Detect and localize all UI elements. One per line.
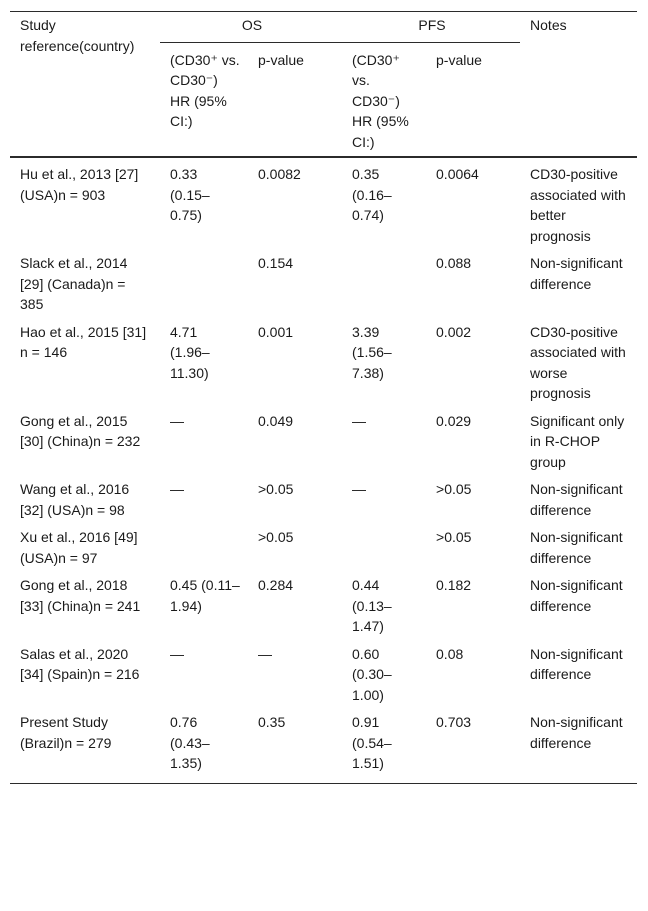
cell-os-pvalue: 0.001 xyxy=(258,323,294,340)
table-row: Gong et al., 2018 [33] (China)n = 241 0.… xyxy=(10,572,637,641)
cell-pfs-hr xyxy=(342,250,426,319)
cell-os-hr: 4.71 (1.96–11.30) xyxy=(170,323,210,381)
cell-notes: CD30-positive associated with worse prog… xyxy=(530,323,626,402)
cell-os-pvalue: 0.35 xyxy=(248,709,343,784)
cell-study: Slack et al., 2014 [29] (Canada)n = 385 xyxy=(20,255,128,312)
cell-pfs-hr: 3.39 (1.56–7.38) xyxy=(352,323,392,381)
table-row: Slack et al., 2014 [29] (Canada)n = 385 … xyxy=(10,250,637,319)
table-row: Hao et al., 2015 [31] n = 146 4.71 (1.96… xyxy=(10,319,637,408)
cell-notes: Non-significant difference xyxy=(530,645,623,683)
cell-pfs-pvalue: 0.08 xyxy=(436,645,464,662)
header-notes: Notes xyxy=(520,11,638,158)
cell-notes: Significant only in R-CHOP group xyxy=(530,412,625,470)
table-row: Wang et al., 2016 [32] (USA)n = 98 — >0.… xyxy=(10,476,637,524)
cell-os-pvalue: 0.154 xyxy=(258,255,294,271)
cell-os-hr: — xyxy=(170,645,184,662)
cell-os-hr: — xyxy=(170,481,184,497)
table-header: Study reference(country) OS PFS Notes (C… xyxy=(10,11,638,158)
cell-os-hr: — xyxy=(170,412,184,429)
cell-study: Present Study (Brazil)n = 279 xyxy=(10,709,160,784)
cell-notes: Non-significant difference xyxy=(530,529,623,566)
cell-os-pvalue: >0.05 xyxy=(258,481,294,497)
cell-os-pvalue: 0.049 xyxy=(258,412,294,429)
cell-study: Xu et al., 2016 [49] (USA)n = 97 xyxy=(20,529,138,566)
cell-pfs-pvalue: >0.05 xyxy=(436,529,472,545)
cell-pfs-pvalue: >0.05 xyxy=(436,481,472,497)
header-study: Study reference(country) xyxy=(10,11,160,158)
cell-os-hr: 0.76 (0.43–1.35) xyxy=(160,709,248,784)
cell-os-pvalue: — xyxy=(258,645,272,662)
cell-study: Wang et al., 2016 [32] (USA)n = 98 xyxy=(20,481,130,518)
table-row: Gong et al., 2015 [30] (China)n = 232 — … xyxy=(10,408,637,477)
cell-os-hr xyxy=(160,524,248,572)
table-row: Present Study (Brazil)n = 279 0.76 (0.43… xyxy=(10,709,638,784)
cell-study: Gong et al., 2015 [30] (China)n = 232 xyxy=(20,412,141,450)
cell-study: Hao et al., 2015 [31] n = 146 xyxy=(20,323,147,361)
study-table: Study reference(country) OS PFS Notes (C… xyxy=(10,11,638,784)
header-os: OS xyxy=(160,11,343,43)
table-body: Hu et al., 2013 [27] (USA)n = 903 0.33 (… xyxy=(10,157,638,784)
cell-notes: Non-significant difference xyxy=(530,255,623,292)
cell-pfs-pvalue: 0.088 xyxy=(436,255,472,271)
header-row-groups: Study reference(country) OS PFS Notes xyxy=(10,11,638,158)
cell-os-hr xyxy=(160,250,248,319)
table-row: Salas et al., 2020 [34] (Spain)n = 216 —… xyxy=(10,641,637,710)
header-os-hr: (CD30⁺ vs. CD30⁻) HR (95% CI:) xyxy=(160,42,248,158)
cell-pfs-pvalue: 0.002 xyxy=(436,323,472,340)
cell-notes: Non-significant difference xyxy=(530,577,623,614)
cell-notes: Non-significant difference xyxy=(520,709,638,784)
header-pfs: PFS xyxy=(342,11,521,43)
cell-pfs-hr: — xyxy=(352,412,367,429)
cell-pfs-hr: — xyxy=(352,481,367,497)
cell-study: Salas et al., 2020 [34] (Spain)n = 216 xyxy=(20,645,140,683)
cell-pfs-hr xyxy=(342,524,426,572)
cell-os-pvalue: 0.0082 xyxy=(258,166,301,182)
cell-pfs-hr: 0.35 (0.16–0.74) xyxy=(352,166,392,223)
cell-os-hr: 0.45 (0.11–1.94) xyxy=(170,577,240,614)
header-pfs-hr: (CD30⁺ vs. CD30⁻) HR (95% CI:) xyxy=(342,42,427,158)
table-row: Hu et al., 2013 [27] (USA)n = 903 0.33 (… xyxy=(10,157,637,250)
cell-pfs-hr: 0.60 (0.30–1.00) xyxy=(352,645,392,703)
cell-pfs-hr: 0.91 (0.54–1.51) xyxy=(342,709,427,784)
cell-os-hr: 0.33 (0.15–0.75) xyxy=(170,166,210,223)
header-os-pvalue: p-value xyxy=(248,42,343,158)
cell-notes: CD30-positive associated with better pro… xyxy=(530,166,626,244)
table-row: Xu et al., 2016 [49] (USA)n = 97 >0.05 >… xyxy=(10,524,637,572)
header-pfs-pvalue: p-value xyxy=(426,42,521,158)
cell-study: Hu et al., 2013 [27] (USA)n = 903 xyxy=(20,166,139,203)
cell-pfs-hr: 0.44 (0.13–1.47) xyxy=(352,577,392,634)
cell-os-pvalue: 0.284 xyxy=(258,577,294,593)
cell-pfs-pvalue: 0.703 xyxy=(426,709,521,784)
header-row-subcols: (CD30⁺ vs. CD30⁻) HR (95% CI:) p-value (… xyxy=(10,42,637,158)
cell-pfs-pvalue: 0.182 xyxy=(436,577,472,593)
cell-pfs-pvalue: 0.029 xyxy=(436,412,472,429)
cell-pfs-pvalue: 0.0064 xyxy=(436,166,479,182)
cell-study: Gong et al., 2018 [33] (China)n = 241 xyxy=(20,577,141,614)
cell-os-pvalue: >0.05 xyxy=(258,529,294,545)
study-table-container: Study reference(country) OS PFS Notes (C… xyxy=(10,11,638,784)
cell-notes: Non-significant difference xyxy=(530,481,623,518)
